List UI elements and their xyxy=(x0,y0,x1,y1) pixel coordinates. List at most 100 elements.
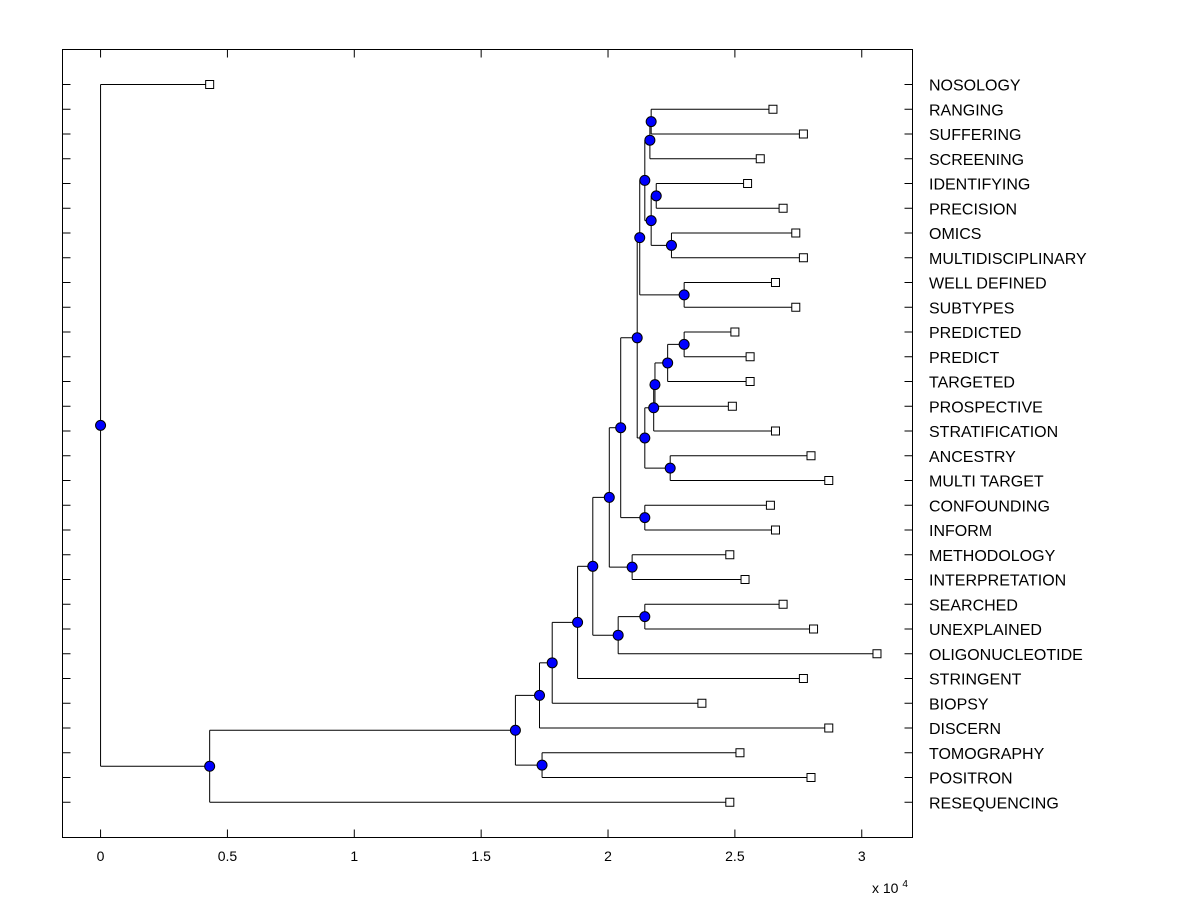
merge-node xyxy=(678,289,690,301)
leaf-label: INFORM xyxy=(929,523,992,540)
leaf-label: OMICS xyxy=(929,226,981,243)
leaf-marker xyxy=(798,129,808,139)
leaf-label: ANCESTRY xyxy=(929,449,1016,466)
leaf-label: POSITRON xyxy=(929,771,1013,788)
x-axis-ticks: 0 0.5 1 1.5 2 2.5 3 xyxy=(97,49,866,864)
leaf-label: WELL DEFINED xyxy=(929,276,1047,293)
leaf-label: TARGETED xyxy=(929,375,1015,392)
leaf-marker xyxy=(768,104,778,114)
merge-node xyxy=(665,239,677,251)
leaf-marker xyxy=(872,649,882,659)
x-tick-label: 1 xyxy=(350,848,358,864)
leaf-label: IDENTIFYING xyxy=(929,177,1030,194)
merge-node xyxy=(509,724,521,736)
leaf-marker xyxy=(740,575,750,584)
leaf-label: SUBTYPES xyxy=(929,300,1014,317)
leaf-label: PRECISION xyxy=(929,201,1017,218)
merge-node xyxy=(95,419,107,431)
leaf-label: NOSOLOGY xyxy=(929,78,1021,95)
leaf-marker xyxy=(778,599,788,609)
merge-node xyxy=(649,379,661,391)
leaf-label: UNEXPLAINED xyxy=(929,622,1042,639)
leaf-label: PREDICT xyxy=(929,350,999,367)
leaf-marker xyxy=(730,327,740,337)
plot-frame xyxy=(62,49,913,838)
merge-node xyxy=(603,491,615,503)
leaf-label: SUFFERING xyxy=(929,127,1021,144)
merge-node xyxy=(678,338,690,350)
leaf-label: MULTIDISCIPLINARY xyxy=(929,251,1087,268)
leaf-marker xyxy=(765,500,775,510)
leaf-marker xyxy=(725,797,735,807)
leaf-label: SCREENING xyxy=(929,152,1024,169)
leaf-marker xyxy=(798,674,808,683)
x-tick-label: 1.5 xyxy=(471,848,491,864)
merge-node xyxy=(648,402,660,414)
leaf-marker xyxy=(735,748,745,758)
x-axis-multiplier: x 10 4 xyxy=(872,879,908,896)
merge-node xyxy=(587,560,599,572)
merge-node xyxy=(662,357,674,369)
leaf-marker xyxy=(727,401,737,411)
merge-node xyxy=(534,689,546,701)
leaf-label: TOMOGRAPHY xyxy=(929,746,1045,763)
leaf-marker xyxy=(725,550,735,560)
leaf-labels: NOSOLOGY RANGING SUFFERING SCREENING IDENTIF… xyxy=(929,78,1087,813)
x-tick-label: 2 xyxy=(604,848,612,864)
leaf-marker xyxy=(745,377,755,386)
leaf-marker xyxy=(205,80,215,89)
x-tick-label: 0.5 xyxy=(218,848,238,864)
merge-node xyxy=(639,432,651,444)
x-tick-label: 2.5 xyxy=(725,848,745,864)
leaf-marker xyxy=(770,426,780,436)
merge-node xyxy=(650,190,662,202)
merge-node xyxy=(634,232,646,244)
leaf-label: METHODOLOGY xyxy=(929,548,1056,565)
leaf-marker xyxy=(770,278,780,287)
leaf-marker xyxy=(791,228,801,238)
leaf-label: CONFOUNDING xyxy=(929,498,1050,515)
leaf-label: PREDICTED xyxy=(929,325,1021,342)
leaf-label: PROSPECTIVE xyxy=(929,399,1043,416)
x-tick-label: 3 xyxy=(858,848,866,864)
leaf-marker xyxy=(745,352,755,362)
leaf-marker xyxy=(755,154,765,164)
leaf-marker xyxy=(824,476,834,485)
merge-node xyxy=(631,332,643,344)
multiplier-base: x 10 xyxy=(872,880,899,896)
leaf-marker xyxy=(809,624,819,634)
leaf-marker xyxy=(824,723,834,733)
leaf-marker xyxy=(743,179,753,188)
x-tick-label: 0 xyxy=(97,848,105,864)
merge-node xyxy=(204,760,216,772)
merge-node xyxy=(536,759,548,771)
merge-node xyxy=(626,561,638,573)
leaf-marker xyxy=(697,698,707,708)
leaf-marker xyxy=(798,253,808,263)
leaf-label: RANGING xyxy=(929,102,1004,119)
leaf-label: MULTI TARGET xyxy=(929,474,1044,491)
merge-node xyxy=(639,611,651,623)
multiplier-exponent: 4 xyxy=(902,879,908,890)
leaf-marker xyxy=(778,203,788,213)
merge-node xyxy=(645,116,657,128)
leaf-label: STRINGENT xyxy=(929,672,1022,689)
merge-node xyxy=(639,174,651,186)
merge-nodes xyxy=(95,116,690,772)
merge-node xyxy=(615,422,627,434)
leaf-label: DISCERN xyxy=(929,721,1001,738)
merge-node xyxy=(612,629,624,641)
merge-node xyxy=(644,134,656,146)
leaf-marker xyxy=(791,302,801,312)
merge-node xyxy=(546,657,558,669)
leaf-label: BIOPSY xyxy=(929,696,989,713)
leaf-marker xyxy=(806,451,816,461)
merge-node xyxy=(639,512,651,524)
leaf-label: STRATIFICATION xyxy=(929,424,1058,441)
leaf-label: INTERPRETATION xyxy=(929,573,1066,590)
leaf-label: RESEQUENCING xyxy=(929,795,1059,812)
merge-node xyxy=(664,462,676,474)
y-axis-ticks xyxy=(62,84,913,803)
